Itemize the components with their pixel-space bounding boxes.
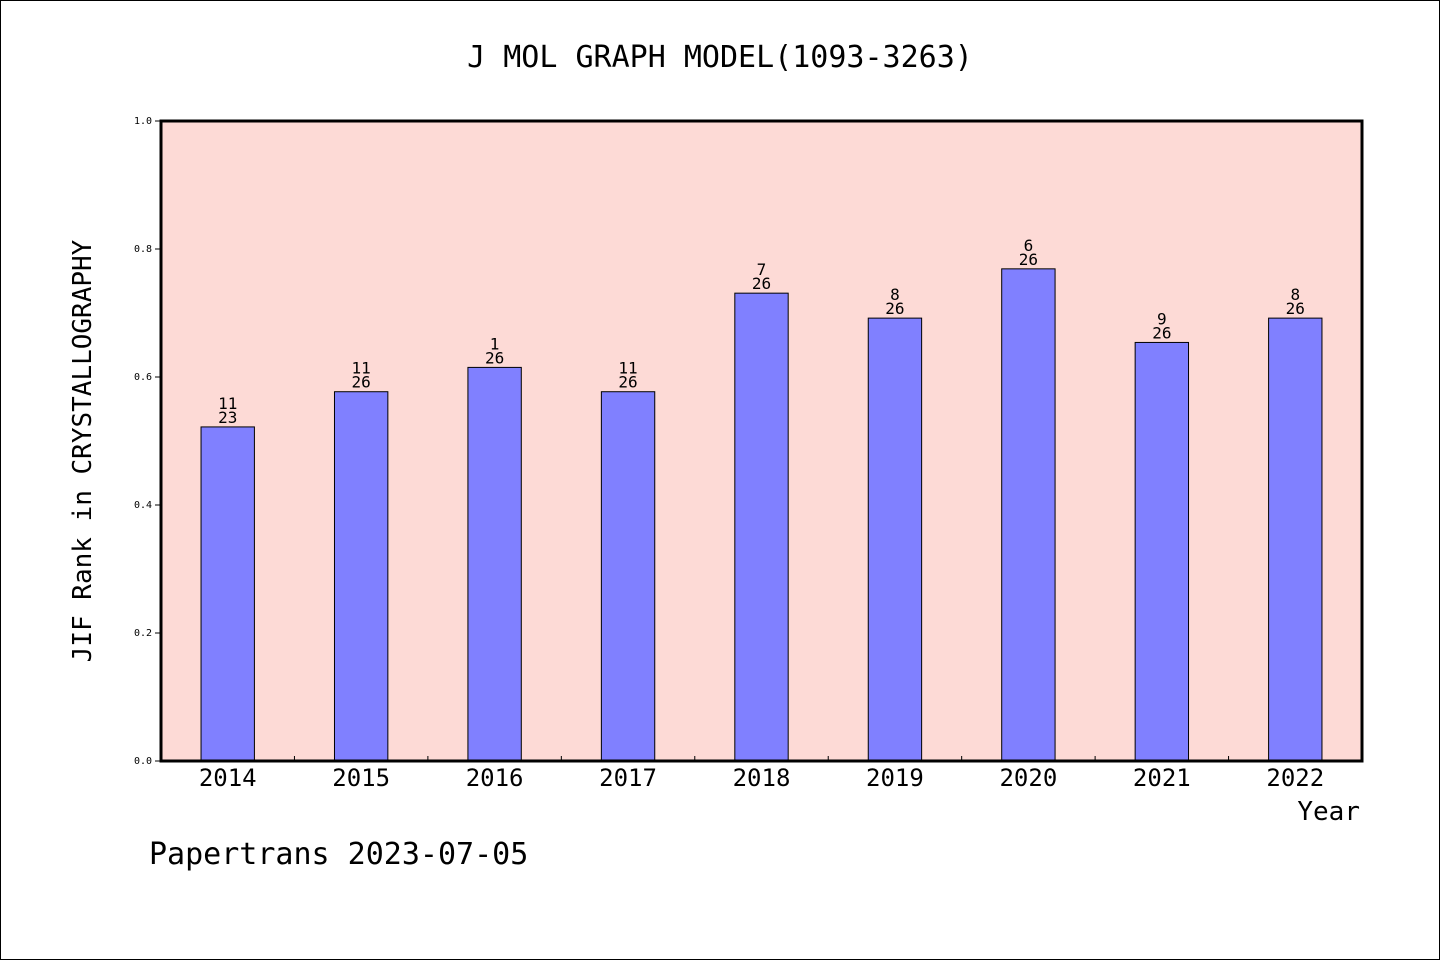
y-axis-label: JIF Rank in CRYSTALLOGRAPHY [68,239,98,662]
x-tick-label-2014: 2014 [199,764,257,792]
y-tick-label: 0.2 [134,628,152,639]
x-tick-label-2017: 2017 [599,764,657,792]
bar-label-total-2018: 26 [752,274,771,293]
y-tick-label: 0.0 [134,756,152,767]
chart-title: J MOL GRAPH MODEL(1093-3263) [467,40,973,75]
x-tick-label-2020: 2020 [999,764,1057,792]
bar-2019 [867,317,923,762]
x-tick-label-2021: 2021 [1133,764,1191,792]
x-axis: 2014 2015 2016 2017 2018 2019 2020 2021 2022 [199,756,1324,792]
bar-label-rank-2018: 7 [757,260,767,279]
x-tick-label-2022: 2022 [1266,764,1324,792]
bar-label-rank-2019: 8 [890,285,900,304]
y-tick-label: 0.8 [134,244,152,255]
x-axis-label: Year [1297,797,1360,827]
bar-label-total-2017: 26 [618,373,637,392]
bar-label-total-2021: 26 [1152,323,1171,342]
x-tick-label-2016: 2016 [466,764,524,792]
y-tick-label: 0.4 [134,500,152,511]
bar-label-rank-2014: 11 [218,394,237,413]
x-tick-label-2018: 2018 [733,764,791,792]
y-tick-label: 0.6 [134,372,152,383]
bar-2015 [333,391,389,762]
bar-2022 [1268,317,1323,762]
bar-label-total-2014: 23 [218,408,237,427]
bar-label-rank-2017: 11 [618,359,637,378]
bar-2014 [200,426,255,762]
bar-2018 [734,292,789,762]
bar-label-total-2019: 26 [885,299,904,318]
bar-label-rank-2020: 6 [1024,236,1034,255]
y-axis: 0.0 0.2 0.4 0.6 0.8 1.0 [134,116,161,767]
bar-2017 [600,391,656,762]
bar-label-rank-2015: 11 [352,359,371,378]
bar-2021 [1134,341,1190,762]
bar-2020 [1001,268,1056,762]
bar-label-rank-2021: 9 [1157,309,1167,328]
footer-credit: Papertrans 2023-07-05 [149,837,528,872]
plot-border [159,119,1364,763]
bar-label-total-2022: 26 [1286,299,1305,318]
bar-label-rank-2022: 8 [1290,285,1300,304]
bar-2016 [467,366,522,762]
y-tick-label: 1.0 [134,116,152,127]
bar-label-rank-2016: 1 [490,334,500,353]
bar-label-total-2015: 26 [352,373,371,392]
x-tick-label-2019: 2019 [866,764,924,792]
bar-label-total-2020: 26 [1019,250,1038,269]
bars-layer [200,268,1323,762]
x-tick-label-2015: 2015 [332,764,390,792]
bar-label-total-2016: 26 [485,348,504,367]
